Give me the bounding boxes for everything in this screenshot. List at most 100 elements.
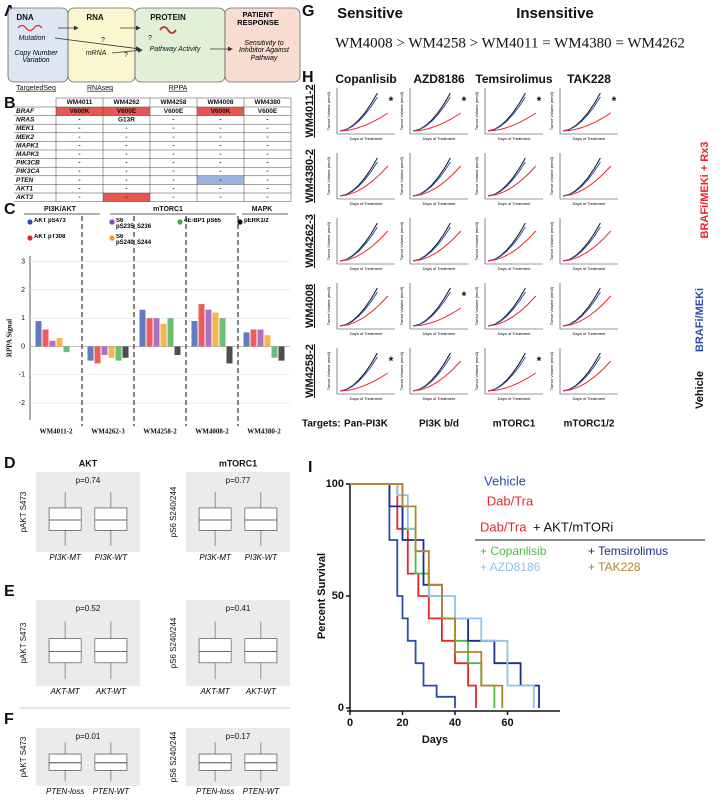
table-cell: - [266, 151, 268, 158]
curve-sketch [487, 352, 526, 392]
significance-star: * [462, 94, 467, 108]
curve-sketch [339, 230, 389, 262]
significance-star: * [389, 94, 394, 108]
mini-chart: Tumor Volume (mm3) Days of Treatment [399, 218, 468, 271]
box-sketch [48, 638, 82, 664]
y-axis-label: Percent Survival [316, 553, 328, 639]
curve-sketch [339, 352, 378, 392]
x-tick-label: 60 [501, 717, 513, 729]
curve-sketch [339, 92, 378, 132]
significance-star: * [462, 289, 467, 303]
x-tick-label: WM4262-3 [91, 428, 125, 436]
bar [278, 346, 285, 361]
table-cell: - [172, 177, 174, 184]
bar [271, 346, 278, 358]
panel-letter: H [302, 69, 314, 86]
mini-ylabel: Tumor Volume (mm3) [399, 351, 404, 390]
panel-letter: I [308, 459, 312, 476]
bar [198, 304, 205, 347]
column-header: WM4011 [67, 99, 93, 106]
y-tick-label: 100 [326, 478, 344, 490]
legend-swatch [27, 219, 33, 225]
bar [56, 338, 63, 347]
legend-swatch [177, 219, 183, 225]
arrow [111, 48, 143, 54]
legend-swatch [109, 235, 115, 241]
curve-sketch [487, 165, 537, 197]
y-tick-label: 50 [332, 590, 344, 602]
gene-name: AKT3 [15, 194, 33, 201]
table-cell: - [78, 142, 80, 149]
label: ? [124, 52, 128, 59]
mini-xlabel: Days of Treatment [498, 201, 532, 206]
table-cell: - [266, 185, 268, 192]
mini-ylabel: Tumor Volume (mm3) [549, 156, 554, 195]
curve-sketch [412, 307, 462, 327]
p-value: p=0.41 [226, 604, 251, 613]
gene-name: MAPK3 [16, 151, 39, 158]
mini-chart: Tumor Volume (mm3) Days of Treatment [474, 218, 543, 271]
y-tick-label: 0 [21, 343, 25, 350]
curve-sketch [562, 230, 612, 262]
curve-sketch [562, 165, 612, 197]
p-value: p=0.17 [226, 732, 251, 741]
target: mTORC1 [493, 419, 536, 430]
mini-ylabel: Tumor Volume (mm3) [326, 156, 331, 195]
table-cell: - [219, 160, 221, 167]
legend-label: BRAFi/MEKi [694, 288, 706, 352]
mini-ylabel: Tumor Volume (mm3) [474, 156, 479, 195]
column-header: WM4258 [160, 99, 186, 106]
table-cell: - [78, 117, 80, 124]
survival-curve [350, 483, 477, 708]
label: mRNA [86, 50, 107, 57]
gene-name: NRAS [16, 117, 35, 124]
gene-name: MEK2 [16, 134, 34, 141]
table-cell: - [78, 168, 80, 175]
gene-name: MEK1 [16, 125, 34, 132]
heading: Sensitive [337, 5, 403, 22]
gene-name: PTEN [16, 177, 34, 184]
box-sketch [244, 753, 278, 771]
table-cell: - [266, 194, 268, 201]
table-cell: - [172, 134, 174, 141]
bar [63, 346, 70, 353]
x-tick-label: AKT-MT [201, 688, 230, 696]
significance-star: * [537, 354, 542, 368]
table-cell: - [172, 142, 174, 149]
target: Pan-PI3K [344, 419, 389, 430]
x-tick-label: PI3K-WT [245, 554, 277, 562]
gene-name: AKT1 [15, 185, 33, 192]
box-sketch [94, 638, 128, 664]
box-sketch [244, 638, 278, 664]
gene-name: PIK3CA [16, 168, 40, 175]
mini-xlabel: Days of Treatment [573, 266, 607, 271]
bar [243, 332, 250, 347]
curve-sketch [412, 360, 462, 392]
table-cell: - [172, 125, 174, 132]
mini-xlabel: Days of Treatment [498, 136, 532, 141]
column-header: WM4008 [207, 99, 233, 106]
curve-sketch [339, 372, 389, 392]
label: RNAseq [87, 85, 113, 92]
mini-chart: Tumor Volume (mm3) Days of Treatment [399, 153, 468, 206]
x-tick-label: AKT-MT [51, 688, 80, 696]
curve-sketch [487, 96, 526, 132]
table-cell: G13R [118, 117, 135, 124]
bar [205, 309, 212, 347]
mini-xlabel: Days of Treatment [573, 331, 607, 336]
table-cell: V600E [258, 108, 278, 115]
curve-sketch [562, 112, 612, 132]
mini-xlabel: Days of Treatment [423, 396, 457, 401]
x-tick-label: PTEN-loss [195, 788, 235, 796]
wave-icon [17, 24, 43, 32]
curve-sketch [412, 96, 451, 132]
table-cell: - [219, 185, 221, 192]
mini-xlabel: Days of Treatment [573, 136, 607, 141]
drug-title: Copanlisib [335, 72, 396, 86]
y-axis-label: RPPA Signal [6, 319, 14, 357]
mini-chart: Tumor Volume (mm3) Days of Treatment [549, 283, 618, 336]
legend-label: + AZD8186 [480, 560, 541, 574]
mini-xlabel: Days of Treatment [423, 201, 457, 206]
x-tick-label: AKT-WT [246, 688, 276, 696]
mini-ylabel: Tumor Volume (mm3) [549, 221, 554, 260]
